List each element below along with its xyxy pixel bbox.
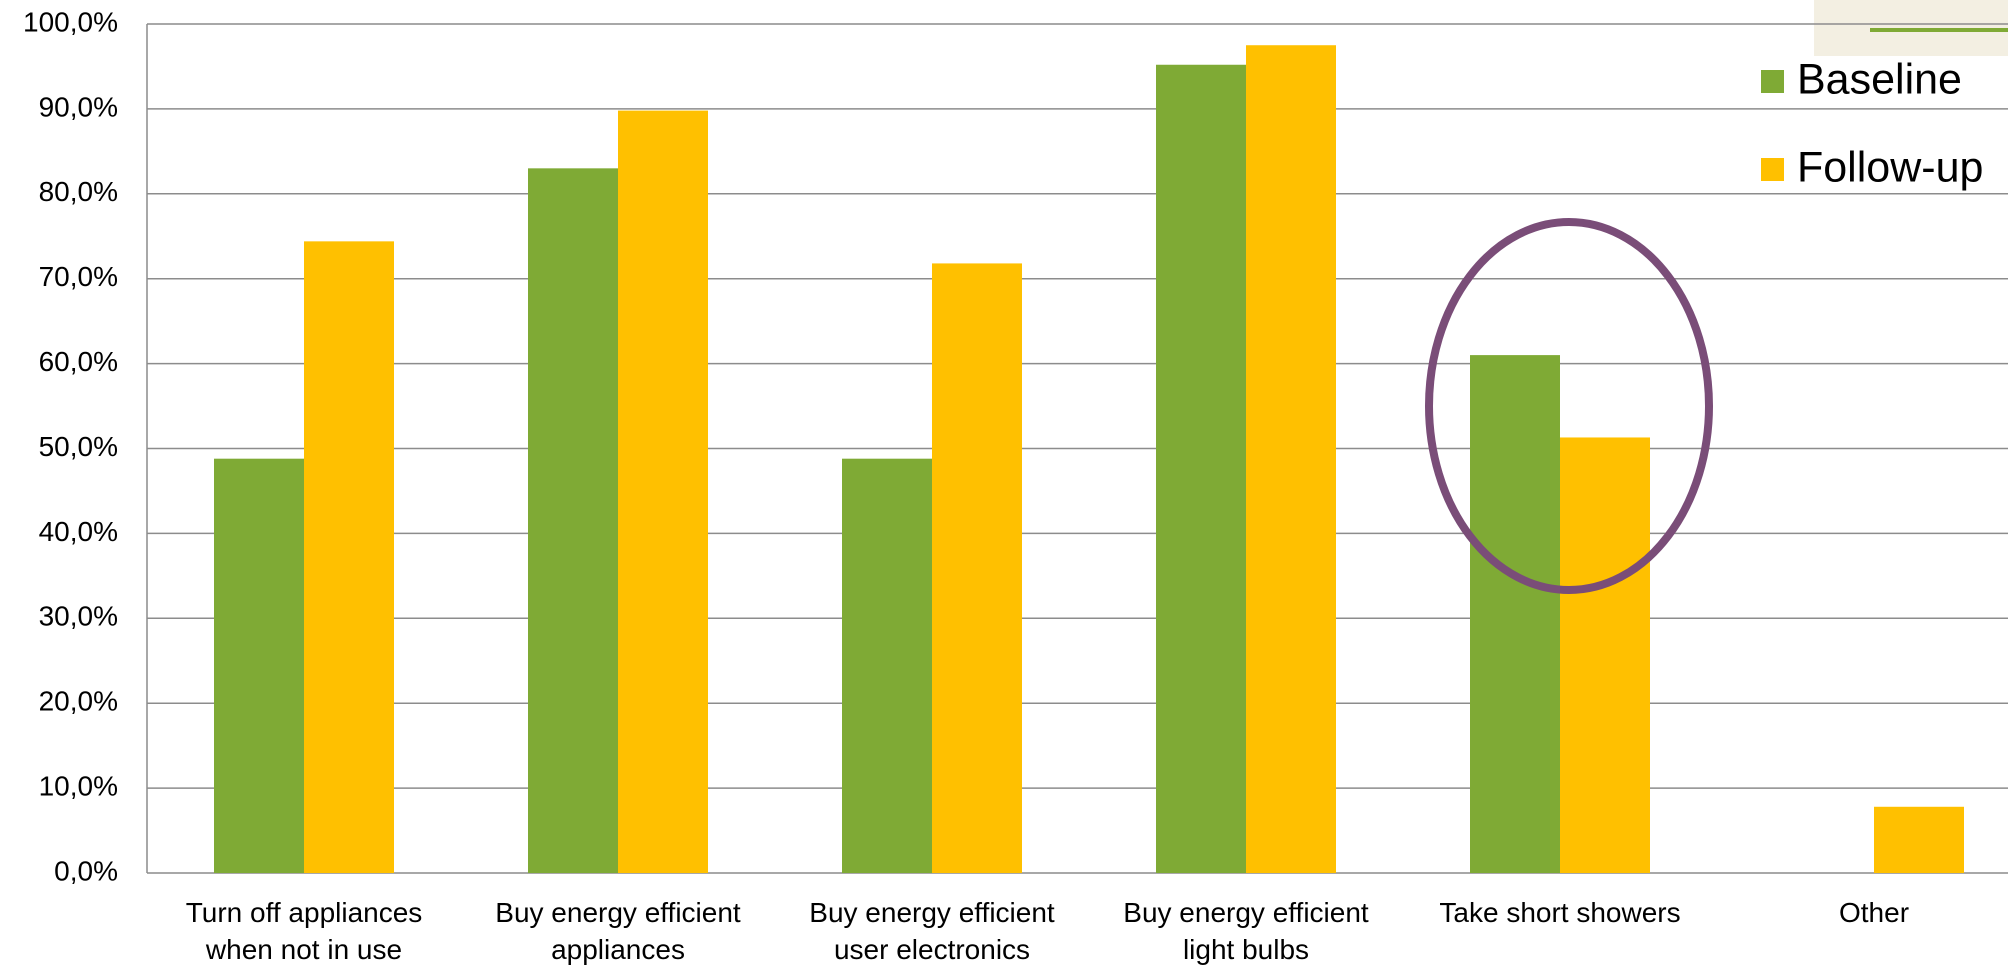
x-tick-label: Take short showers	[1439, 897, 1681, 928]
bar	[842, 458, 932, 873]
bar	[932, 263, 1022, 874]
bar	[214, 458, 304, 873]
bar	[1470, 355, 1560, 873]
x-tick-label: Buy energy efficient appliances	[495, 897, 741, 965]
bar	[1874, 806, 1964, 873]
y-tick-label: 60,0%	[39, 346, 118, 377]
y-tick-label: 70,0%	[39, 261, 118, 292]
y-tick-label: 30,0%	[39, 601, 118, 632]
legend-swatch	[1761, 70, 1784, 93]
x-tick-label: Buy energy efficient user electronics	[809, 897, 1055, 965]
bar	[304, 241, 394, 873]
x-tick-label: Other	[1838, 897, 1910, 928]
bar	[1246, 45, 1336, 874]
y-tick-label: 90,0%	[39, 91, 118, 122]
x-tick-label: Turn off appliances when not in use	[185, 897, 423, 965]
y-tick-label: 50,0%	[39, 431, 118, 462]
y-tick-label: 100,0%	[23, 6, 118, 37]
bar	[618, 110, 708, 873]
y-tick-label: 20,0%	[39, 686, 118, 717]
y-tick-label: 80,0%	[39, 176, 118, 207]
legend-label: Follow-up	[1797, 143, 1983, 191]
y-tick-label: 10,0%	[39, 770, 118, 801]
highlight-ellipse	[1425, 218, 1713, 594]
bar	[1560, 437, 1650, 873]
y-tick-label: 0,0%	[54, 855, 118, 886]
bar	[1156, 64, 1246, 873]
x-tick-label: Buy energy efficient light bulbs	[1123, 897, 1369, 965]
y-tick-label: 40,0%	[39, 516, 118, 547]
bar	[528, 168, 618, 873]
legend-label: Baseline	[1797, 55, 1962, 103]
logo	[1814, 0, 2008, 56]
legend-swatch	[1761, 158, 1784, 181]
